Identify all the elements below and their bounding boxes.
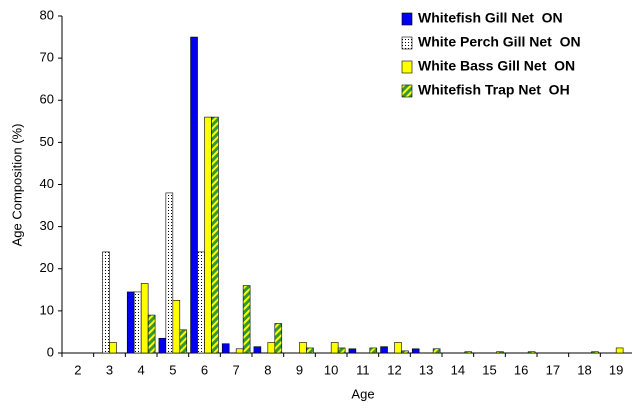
legend-label: Whitefish Gill Net ON	[418, 10, 563, 26]
bar	[369, 347, 378, 354]
bar	[126, 291, 135, 354]
x-tick-label: 14	[451, 362, 465, 377]
bar	[197, 251, 205, 354]
bar	[330, 342, 339, 354]
x-tick-label: 11	[356, 362, 370, 377]
bar	[527, 351, 536, 354]
bar	[348, 348, 357, 354]
x-tick-label: 13	[419, 362, 433, 377]
y-tick-label: 10	[40, 302, 54, 317]
legend-swatch	[401, 12, 413, 26]
y-tick-label: 40	[40, 176, 54, 191]
bar	[496, 351, 504, 354]
legend-swatch	[401, 84, 413, 98]
bar	[253, 346, 262, 354]
x-tick-label: 15	[482, 362, 496, 377]
x-tick-label: 8	[264, 362, 271, 377]
legend-label: Whitefish Trap Net OH	[418, 82, 570, 98]
y-axis-title: Age Composition (%)	[9, 124, 24, 247]
x-tick-label: 10	[324, 362, 338, 377]
bar	[172, 300, 181, 354]
x-tick-label: 19	[609, 362, 623, 377]
bar	[140, 283, 149, 354]
bar	[204, 116, 212, 354]
x-tick-label: 7	[233, 362, 240, 377]
x-tick-label: 5	[169, 362, 176, 377]
bar	[432, 348, 441, 354]
bar	[464, 351, 473, 354]
y-tick-label: 80	[40, 7, 54, 22]
legend-label: White Bass Gill Net ON	[418, 58, 575, 74]
bar	[306, 347, 314, 354]
legend-label: White Perch Gill Net ON	[418, 34, 581, 50]
bar	[133, 291, 142, 354]
x-tick-label: 4	[138, 362, 145, 377]
y-tick-label: 60	[40, 92, 54, 107]
bar	[401, 350, 409, 354]
bar	[242, 285, 251, 354]
x-tick-label: 12	[387, 362, 401, 377]
y-tick-label: 50	[40, 134, 54, 149]
bar	[190, 36, 198, 354]
bar	[411, 348, 420, 354]
bar	[394, 342, 402, 354]
x-tick-label: 17	[546, 362, 560, 377]
x-tick-label: 3	[106, 362, 113, 377]
bar	[615, 347, 624, 354]
bar	[165, 192, 174, 354]
bar	[109, 342, 117, 354]
y-tick-label: 20	[40, 260, 54, 275]
y-tick-label: 0	[47, 344, 54, 359]
x-tick-label: 6	[201, 362, 208, 377]
bar	[211, 116, 219, 354]
legend-swatch	[401, 36, 413, 50]
bar	[102, 251, 110, 354]
bar	[147, 314, 156, 354]
bar	[267, 342, 276, 354]
y-tick-label: 70	[40, 50, 54, 65]
bar	[235, 348, 244, 354]
x-tick-label: 18	[577, 362, 591, 377]
bar	[299, 342, 307, 354]
bar	[274, 323, 283, 354]
y-tick-label: 30	[40, 218, 54, 233]
bar	[221, 343, 230, 354]
x-tick-label: 2	[74, 362, 81, 377]
x-axis-title: Age	[351, 386, 374, 401]
bar	[158, 337, 167, 354]
bar	[591, 351, 599, 354]
bar	[179, 329, 188, 354]
legend-swatch	[401, 60, 413, 74]
bar	[337, 347, 346, 354]
bar	[380, 346, 388, 354]
x-tick-label: 16	[514, 362, 528, 377]
x-tick-label: 9	[296, 362, 303, 377]
